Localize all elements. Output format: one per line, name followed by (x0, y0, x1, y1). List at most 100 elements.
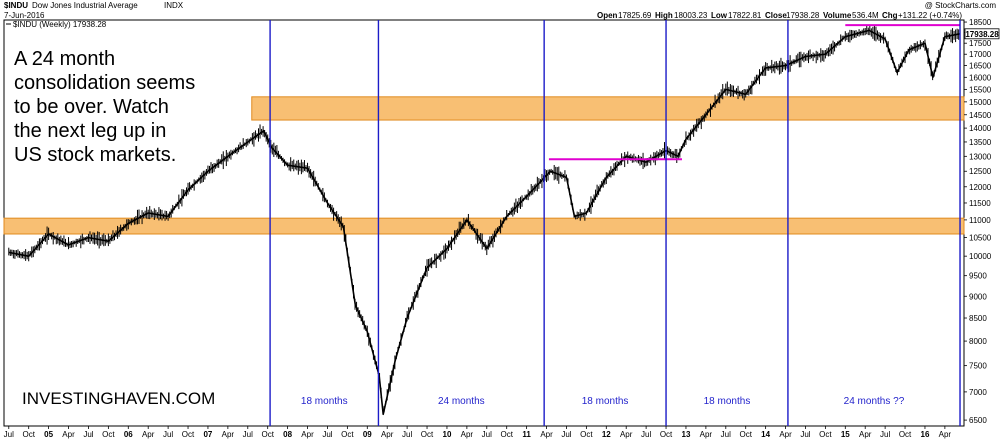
legend: $INDU (Weekly) 17938.28 (6, 20, 107, 29)
x-tick-label: Apr (461, 430, 474, 439)
x-tick-label: Apr (62, 430, 75, 439)
x-tick-label: Oct (102, 430, 115, 439)
x-tick-label: 07 (203, 430, 212, 439)
y-tick-label: 11500 (969, 199, 991, 208)
site-watermark: INVESTINGHAVEN.COM (22, 389, 215, 408)
header-symbol: $INDU (4, 1, 28, 10)
x-tick-label: Apr (222, 430, 235, 439)
y-tick-label: 10000 (969, 252, 992, 261)
price-tag: 17938.28 (964, 28, 1000, 40)
quote-volume-label: Volume (823, 11, 852, 20)
x-axis: Jul Oct 05 Apr Jul Oct 06 Apr Jul Oct 07 Apr Jul Oct 0… (4, 426, 952, 439)
x-tick-label: Jul (322, 430, 332, 439)
quote-low-label: Low (711, 11, 728, 20)
y-tick-label: 13500 (969, 138, 992, 147)
x-tick-label: Jul (880, 430, 890, 439)
annotation-line-2: consolidation seems (14, 72, 195, 94)
period-markers: 18 months 24 months 18 months 18 months 24 m… (269, 20, 961, 426)
quote-close: 17938.28 (786, 11, 820, 20)
y-tick-label: 8000 (969, 337, 987, 346)
quote-high: 18003.23 (674, 11, 708, 20)
y-tick-label: 10500 (969, 234, 992, 243)
y-tick-label: 17500 (969, 39, 992, 48)
header-exchange: INDX (164, 1, 184, 10)
y-tick-label: 8500 (969, 314, 987, 323)
x-tick-label: Apr (381, 430, 394, 439)
y-tick-label: 9000 (969, 292, 987, 301)
x-tick-label: Apr (779, 430, 792, 439)
quote-high-label: High (655, 11, 673, 20)
x-tick-label: Oct (182, 430, 195, 439)
y-tick-label: 15500 (969, 85, 992, 94)
resistance-lines (548, 24, 961, 161)
annotation: A 24 month consolidation seems to be ove… (14, 48, 195, 166)
x-tick-label: Jul (83, 430, 93, 439)
x-tick-label: Oct (899, 430, 912, 439)
annotation-line-1: A 24 month (14, 48, 115, 70)
x-tick-label: Jul (163, 430, 173, 439)
header-watermark: @ StockCharts.com (925, 1, 997, 10)
x-tick-label: 14 (761, 430, 770, 439)
header-date: 7-Jun-2016 (4, 11, 45, 20)
x-tick-label: 05 (44, 430, 53, 439)
quote-open: 17825.69 (618, 11, 652, 20)
price-tag-value: 17938.28 (965, 30, 999, 39)
x-tick-label: Oct (819, 430, 832, 439)
x-tick-label: Jul (482, 430, 492, 439)
annotation-line-5: US stock markets. (14, 144, 176, 166)
x-tick-label: 13 (682, 430, 691, 439)
x-tick-label: Apr (301, 430, 314, 439)
price-tag-box (964, 28, 1000, 40)
y-tick-label: 16500 (969, 62, 992, 71)
quote-bar: Open 17825.69 High 18003.23 Low 17822.81… (597, 11, 962, 20)
x-tick-label: Oct (739, 430, 752, 439)
x-tick-label: 15 (841, 430, 850, 439)
quote-volume: 536.4M (852, 11, 879, 20)
y-tick-label: 12500 (969, 167, 992, 176)
x-tick-label: 09 (363, 430, 372, 439)
x-tick-label: Apr (939, 430, 952, 439)
period-label: 18 months (704, 396, 751, 407)
x-tick-label: Oct (500, 430, 513, 439)
x-tick-label: Jul (243, 430, 253, 439)
y-tick-label: 11000 (969, 216, 991, 225)
band (3, 217, 965, 235)
y-tick-label: 7000 (969, 388, 987, 397)
period-label: 24 months ?? (844, 396, 905, 407)
x-tick-label: Oct (580, 430, 593, 439)
y-tick-label: 16000 (969, 73, 992, 82)
x-tick-label: Oct (261, 430, 274, 439)
y-axis: 6500 7000 7500 8000 8500 9000 9500 10000 10500 11… (964, 18, 992, 425)
x-tick-label: 12 (602, 430, 611, 439)
quote-chg: +131.22 (+0.74%) (898, 11, 962, 20)
y-tick-label: 14500 (969, 111, 992, 120)
x-tick-label: 10 (443, 430, 452, 439)
y-tick-label: 15000 (969, 98, 992, 107)
support-resistance-bands (3, 96, 965, 235)
quote-low: 17822.81 (728, 11, 762, 20)
x-tick-label: Oct (341, 430, 354, 439)
y-tick-label: 14000 (969, 124, 992, 133)
x-tick-label: Jul (561, 430, 571, 439)
x-tick-label: Apr (540, 430, 553, 439)
band (251, 96, 965, 121)
y-tick-label: 12000 (969, 183, 992, 192)
y-tick-label: 13000 (969, 152, 992, 161)
header-name: Dow Jones Industrial Average (32, 1, 138, 10)
x-tick-label: 16 (921, 430, 930, 439)
period-label: 18 months (582, 396, 629, 407)
x-tick-label: Jul (641, 430, 651, 439)
y-tick-label: 6500 (969, 416, 987, 425)
legend-label: $INDU (Weekly) 17938.28 (13, 20, 107, 29)
period-label: 18 months (301, 396, 348, 407)
y-tick-label: 18500 (969, 18, 992, 27)
x-tick-label: Apr (700, 430, 713, 439)
x-tick-label: Jul (721, 430, 731, 439)
x-tick-label: Jul (800, 430, 810, 439)
x-tick-label: Oct (660, 430, 673, 439)
quote-open-label: Open (597, 11, 618, 20)
x-tick-label: 08 (283, 430, 292, 439)
quote-close-label: Close (765, 11, 787, 20)
